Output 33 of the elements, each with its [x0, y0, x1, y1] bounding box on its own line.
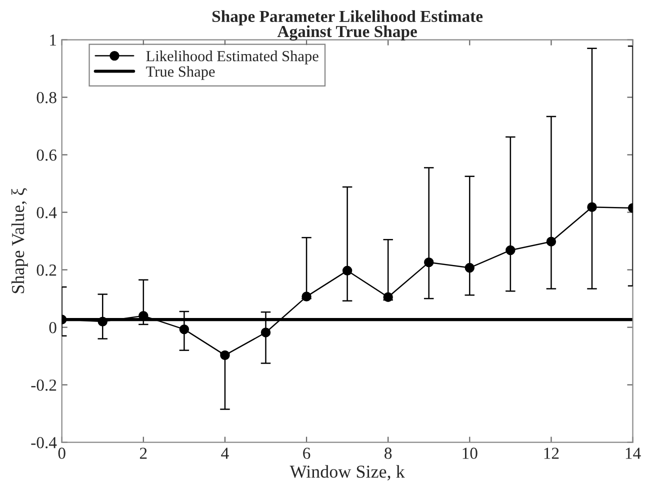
point: [260, 328, 271, 338]
legend-label: True Shape: [146, 66, 215, 80]
point: [424, 257, 434, 268]
y-tick-label: -0.4: [31, 437, 57, 448]
y-tick-label: 0: [49, 322, 56, 334]
point: [302, 292, 312, 302]
y-tick-label: 1: [50, 34, 56, 46]
y-tick-label: 0.2: [36, 264, 56, 276]
point: [546, 236, 556, 246]
x-tick-label: 12: [544, 448, 559, 459]
x-tick-label: 8: [384, 448, 392, 459]
point: [179, 324, 190, 334]
y-tick-label: 0.4: [36, 206, 57, 218]
x-tick-label: 6: [303, 448, 310, 459]
point: [587, 202, 597, 212]
x-tick-label: 0: [58, 448, 66, 459]
x-tick-label: 4: [221, 448, 229, 459]
point: [342, 266, 352, 276]
chart-title: Shape Parameter Likelihood Estimate Against True Shape: [212, 10, 483, 41]
x-tick-label: 14: [626, 448, 641, 459]
legend-label: Likelihood Estimated Shape: [146, 50, 318, 64]
x-tick-label: 10: [462, 448, 478, 459]
point: [98, 316, 108, 326]
y-tick-label: 0.6: [36, 149, 56, 161]
point: [506, 245, 516, 256]
x-axis-title: Window Size, k: [290, 465, 405, 480]
point: [220, 350, 230, 360]
point: [464, 262, 475, 273]
y-tick-label: -0.2: [31, 380, 56, 391]
x-tick-label: 2: [140, 448, 147, 459]
point: [383, 292, 393, 302]
y-axis-title: Shape Value, ξ: [11, 188, 28, 294]
y-tick-label: 0.8: [36, 92, 56, 104]
